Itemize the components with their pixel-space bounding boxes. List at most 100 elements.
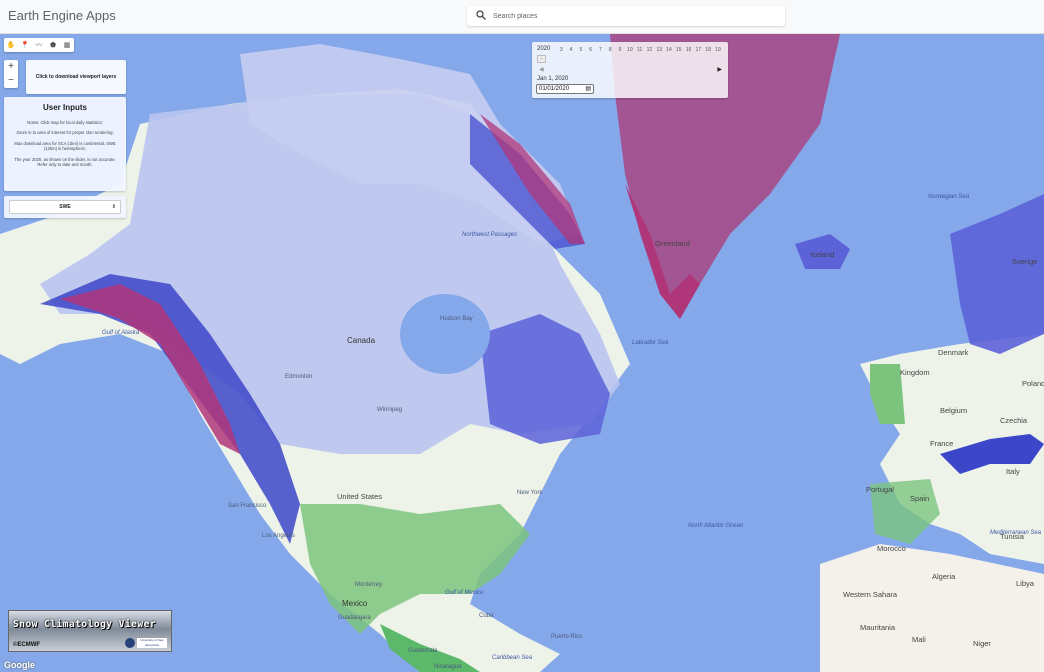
rectangle-icon[interactable]: ▦	[63, 42, 71, 49]
slider-tick: 12	[646, 47, 653, 53]
label-niger: Niger	[973, 639, 991, 648]
label-mediterranean-sea: Mediterranean Sea	[990, 530, 1042, 536]
iceland	[795, 234, 850, 269]
marker-icon[interactable]: 📍	[20, 42, 30, 49]
hudson-bay	[400, 294, 490, 374]
date-slider-panel: 2020 3 4 5 6 7 8 9 10 11 12 13 14 15 16 …	[532, 42, 728, 98]
slider-tick: 13	[656, 47, 662, 53]
polyline-icon[interactable]: 〰	[35, 42, 43, 49]
label-portugal: Portugal	[866, 485, 894, 494]
label-hudson-bay: Hudson Bay	[440, 316, 473, 322]
slider-tick: 3	[559, 47, 563, 53]
zoom-in-button[interactable]: +	[8, 61, 14, 72]
slider-tick: 18	[705, 47, 711, 53]
zoom-out-button[interactable]: −	[8, 75, 14, 86]
slider-tick: 15	[676, 47, 682, 53]
variable-select[interactable]: SWE ⇕	[9, 200, 121, 214]
label-puerto-rico: Puerto Rico	[551, 634, 583, 640]
label-algeria: Algeria	[932, 572, 956, 581]
label-france: France	[930, 439, 954, 448]
label-kingdom: Kingdom	[900, 368, 930, 377]
label-poland: Poland	[1022, 379, 1044, 388]
snow-alaska-peaks	[60, 284, 240, 454]
label-libya: Libya	[1016, 579, 1034, 588]
label-norwegian-sea: Norwegian Sea	[928, 194, 970, 200]
slider-tick: 16	[685, 47, 692, 53]
slider-tick: 19	[715, 47, 721, 53]
baffin-peaks	[480, 114, 585, 244]
label-edmonton: Edmonton	[285, 374, 313, 380]
calendar-icon[interactable]: ▤	[585, 86, 591, 92]
uk	[870, 364, 905, 424]
label-guadalajara: Guadalajara	[338, 615, 371, 621]
label-labrador-sea: Labrador Sea	[632, 340, 669, 346]
app-title: Earth Engine Apps	[8, 8, 116, 23]
ecmwf-logo: ©ECMWF	[13, 642, 41, 648]
download-button[interactable]: Click to download viewport layers	[26, 60, 126, 94]
scandinavia	[950, 194, 1044, 354]
slider-year: 2020	[537, 46, 551, 52]
date-input[interactable]: 01/01/2020 ▤	[536, 84, 594, 94]
hand-icon[interactable]: ✋	[6, 42, 16, 49]
vegetation-central-america	[380, 624, 480, 672]
label-belgium: Belgium	[940, 406, 968, 415]
label-iceland: Iceland	[810, 250, 835, 259]
map-layer	[0, 34, 1044, 672]
vegetation-area	[300, 504, 530, 634]
search-icon	[476, 10, 486, 20]
label-morocco: Morocco	[877, 544, 906, 553]
label-united-states: United States	[337, 492, 383, 501]
label-monterrey: Monterrey	[355, 582, 383, 588]
label-mauritania: Mauritania	[860, 623, 896, 632]
label-czechia: Czechia	[1000, 416, 1028, 425]
slider-tick: 7	[599, 47, 602, 53]
greenland	[610, 34, 840, 319]
slider-tick: 14	[666, 47, 672, 53]
slider-tick: 8	[608, 47, 612, 53]
date-input-value: 01/01/2020	[539, 86, 570, 92]
next-date-button[interactable]: ▶	[717, 67, 722, 73]
label-italy: Italy	[1006, 467, 1020, 476]
africa-land	[820, 544, 1044, 672]
label-mali: Mali	[912, 635, 926, 644]
map-canvas[interactable]: Greenland Canada United States Mexico Hu…	[0, 34, 1044, 672]
label-greenland: Greenland	[655, 239, 691, 248]
label-new-york: New York	[517, 490, 543, 496]
snow-quebec	[480, 314, 610, 444]
label-guatemala: Guatemala	[408, 648, 438, 654]
slider-tick: 5	[579, 47, 583, 53]
label-northwest-passages: Northwest Passages	[462, 232, 518, 238]
slider-tick: 9	[618, 47, 622, 53]
label-cuba: Cuba	[479, 613, 494, 619]
prev-date-button[interactable]: ◀	[539, 67, 544, 73]
label-los-angeles: Los Angeles	[262, 533, 295, 539]
slider-ticks: 2020 3 4 5 6 7 8 9 10 11 12 13 14 15 16 …	[537, 46, 723, 54]
label-western-sahara: Western Sahara	[843, 590, 898, 599]
search-box[interactable]	[467, 6, 785, 26]
slider-tick: 4	[569, 47, 573, 53]
unh-seal-icon	[125, 638, 135, 648]
drawing-toolbar: ✋ 📍 〰 ⬟ ▦	[4, 38, 74, 52]
user-inputs-title: User Inputs	[42, 103, 87, 112]
search-input[interactable]	[493, 8, 773, 24]
logo-title: Snow Climatology Viewer	[13, 619, 157, 630]
label-winnipeg: Winnipeg	[377, 407, 403, 413]
label-gulf-of-mexico: Gulf of Mexico	[445, 590, 484, 596]
label-nicaragua: Nicaragua	[434, 664, 462, 670]
label-sverige: Sverige	[1012, 257, 1038, 266]
download-label: Click to download viewport layers	[35, 74, 117, 80]
label-north-atlantic-ocean: North Atlantic Ocean	[688, 523, 744, 529]
slider-tick: 10	[627, 47, 633, 53]
polygon-icon[interactable]: ⬟	[49, 42, 57, 49]
slider-tick: 11	[637, 47, 643, 53]
unh-logo: University of New Hampshire	[137, 638, 167, 648]
slider-thumb[interactable]: –	[537, 55, 546, 63]
note-year: The year 2020, as shown on the slider, i…	[14, 156, 116, 168]
user-inputs-panel: User Inputs Notes: Click map for local d…	[4, 97, 126, 191]
arctic-islands	[240, 44, 580, 244]
slider-tick: 17	[695, 47, 702, 53]
alps-snow	[940, 434, 1044, 474]
label-spain: Spain	[910, 494, 930, 503]
label-canada: Canada	[347, 336, 376, 345]
label-san-francisco: San Francisco	[228, 503, 267, 509]
